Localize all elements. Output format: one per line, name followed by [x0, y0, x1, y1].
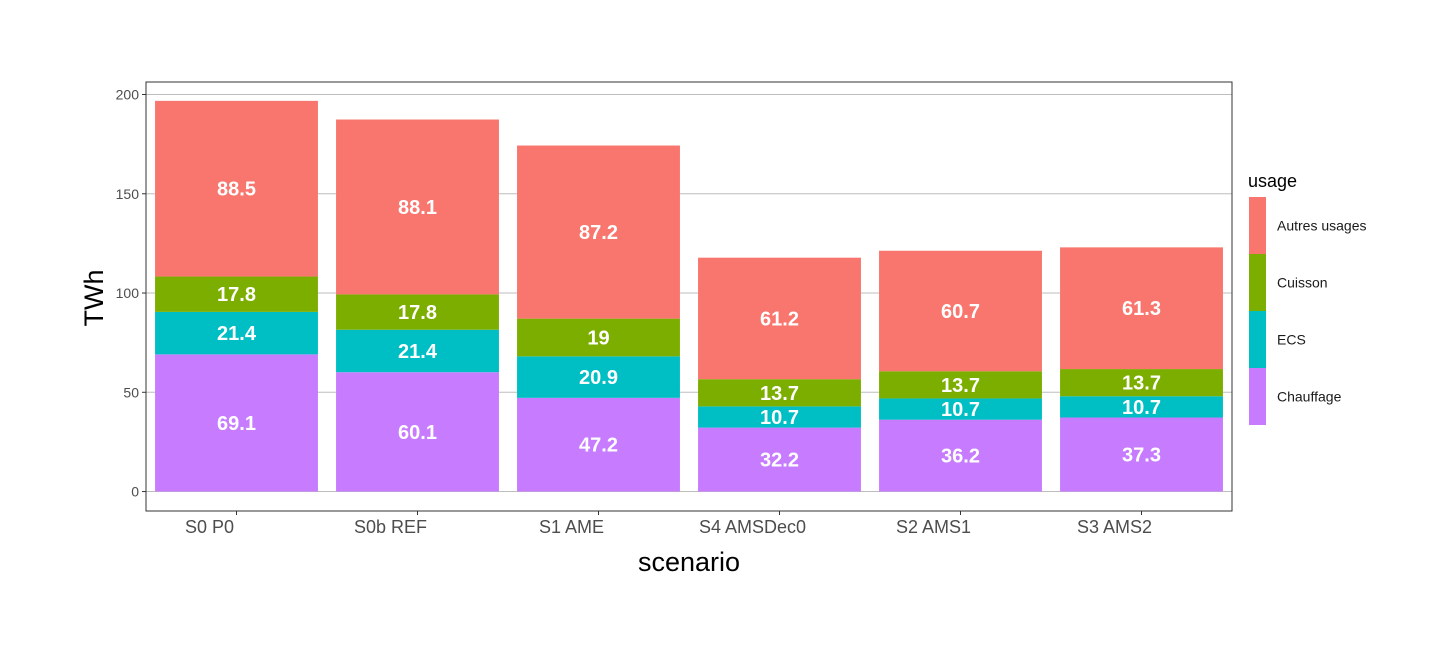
- bar-segment-chauffage: [698, 427, 861, 492]
- legend-label: Cuisson: [1277, 275, 1328, 291]
- bar-segment-cuisson: [336, 294, 499, 330]
- data-label: 17.8: [398, 302, 437, 324]
- data-label: 10.7: [1122, 397, 1161, 419]
- legend-title: usage: [1248, 171, 1297, 191]
- data-label: 88.5: [217, 179, 256, 201]
- x-tick-label: S0 P0: [185, 517, 234, 537]
- data-label: 60.1: [398, 422, 437, 444]
- data-label: 69.1: [217, 413, 256, 435]
- data-label: 87.2: [579, 222, 618, 244]
- data-label: 61.2: [760, 308, 799, 330]
- data-label: 21.4: [398, 341, 438, 363]
- y-axis-title: TWh: [79, 270, 109, 327]
- bar-segment-ecs: [698, 406, 861, 428]
- data-labels: 69.1 21.4 17.8 88.5 60.1 21.4 17.8 88.1 47.2 20.9…: [217, 179, 1161, 472]
- legend-key-cuisson: [1249, 254, 1266, 311]
- data-label: 61.3: [1122, 298, 1161, 320]
- data-label: 13.7: [1122, 373, 1161, 395]
- bar-segment-ecs: [1060, 396, 1223, 418]
- data-label: 10.7: [760, 407, 799, 429]
- bar-segment-ecs: [155, 311, 318, 355]
- bars: [155, 100, 1223, 492]
- bar-segment-chauffage: [1060, 417, 1223, 492]
- y-tick-label: 0: [131, 484, 139, 500]
- y-axis: 0 50 100 150 200: [116, 87, 146, 500]
- data-label: 10.7: [941, 399, 980, 421]
- y-tick-label: 50: [123, 384, 139, 400]
- data-label: 17.8: [217, 284, 256, 306]
- y-tick-label: 200: [116, 87, 140, 103]
- data-label: 37.3: [1122, 445, 1161, 467]
- legend-key-chauffage: [1249, 368, 1266, 425]
- x-axis: S0 P0 S0b REF S1 AME S4 AMSDec0 S2 AMS1 S3 AM…: [185, 511, 1152, 537]
- bar-segment-cuisson: [1060, 369, 1223, 397]
- legend-label: ECS: [1277, 332, 1306, 348]
- bar-segment-ecs: [336, 329, 499, 373]
- plot-panel-border: [145, 81, 1233, 512]
- data-label: 60.7: [941, 301, 980, 323]
- bar-segment-chauffage: [517, 397, 680, 492]
- bar-segment-chauffage: [879, 419, 1042, 492]
- x-tick-label: S2 AMS1: [896, 517, 971, 537]
- gridlines: [146, 94, 1232, 493]
- x-tick-label: S1 AME: [539, 517, 604, 537]
- data-label: 19: [587, 327, 609, 349]
- bar-segment-cuisson: [155, 276, 318, 312]
- bar-segment-cuisson: [698, 379, 861, 407]
- data-label: 13.7: [760, 383, 799, 405]
- bar-segment-ecs: [517, 356, 680, 398]
- bar-segment-autres-usages: [879, 250, 1042, 372]
- y-tick-label: 150: [116, 186, 140, 202]
- x-tick-label: S3 AMS2: [1077, 517, 1152, 537]
- legend-label: Autres usages: [1277, 218, 1367, 234]
- bar-segment-cuisson: [517, 318, 680, 357]
- bar-segment-autres-usages: [698, 257, 861, 380]
- data-label: 32.2: [760, 450, 799, 472]
- data-label: 20.9: [579, 367, 618, 389]
- bar-segment-chauffage: [155, 354, 318, 492]
- bar-segment-ecs: [879, 398, 1042, 420]
- bar-segment-chauffage: [336, 372, 499, 492]
- data-label: 13.7: [941, 375, 980, 397]
- y-tick-label: 100: [116, 285, 140, 301]
- x-tick-label: S4 AMSDec0: [699, 517, 806, 537]
- bar-segment-autres-usages: [1060, 247, 1223, 370]
- data-label: 36.2: [941, 446, 980, 468]
- data-label: 21.4: [217, 323, 257, 345]
- data-label: 88.1: [398, 197, 437, 219]
- bar-segment-cuisson: [879, 371, 1042, 399]
- legend-label: Chauffage: [1277, 389, 1342, 405]
- legend-key-autres-usages: [1249, 197, 1266, 254]
- legend: usage Autres usages Cuisson ECS Chauffage: [1248, 171, 1367, 425]
- legend-key-ecs: [1249, 311, 1266, 368]
- bar-segment-autres-usages: [517, 145, 680, 319]
- data-label: 47.2: [579, 435, 618, 457]
- x-axis-title: scenario: [638, 547, 740, 577]
- x-tick-label: S0b REF: [354, 517, 427, 537]
- bar-segment-autres-usages: [336, 119, 499, 295]
- bar-segment-autres-usages: [155, 100, 318, 277]
